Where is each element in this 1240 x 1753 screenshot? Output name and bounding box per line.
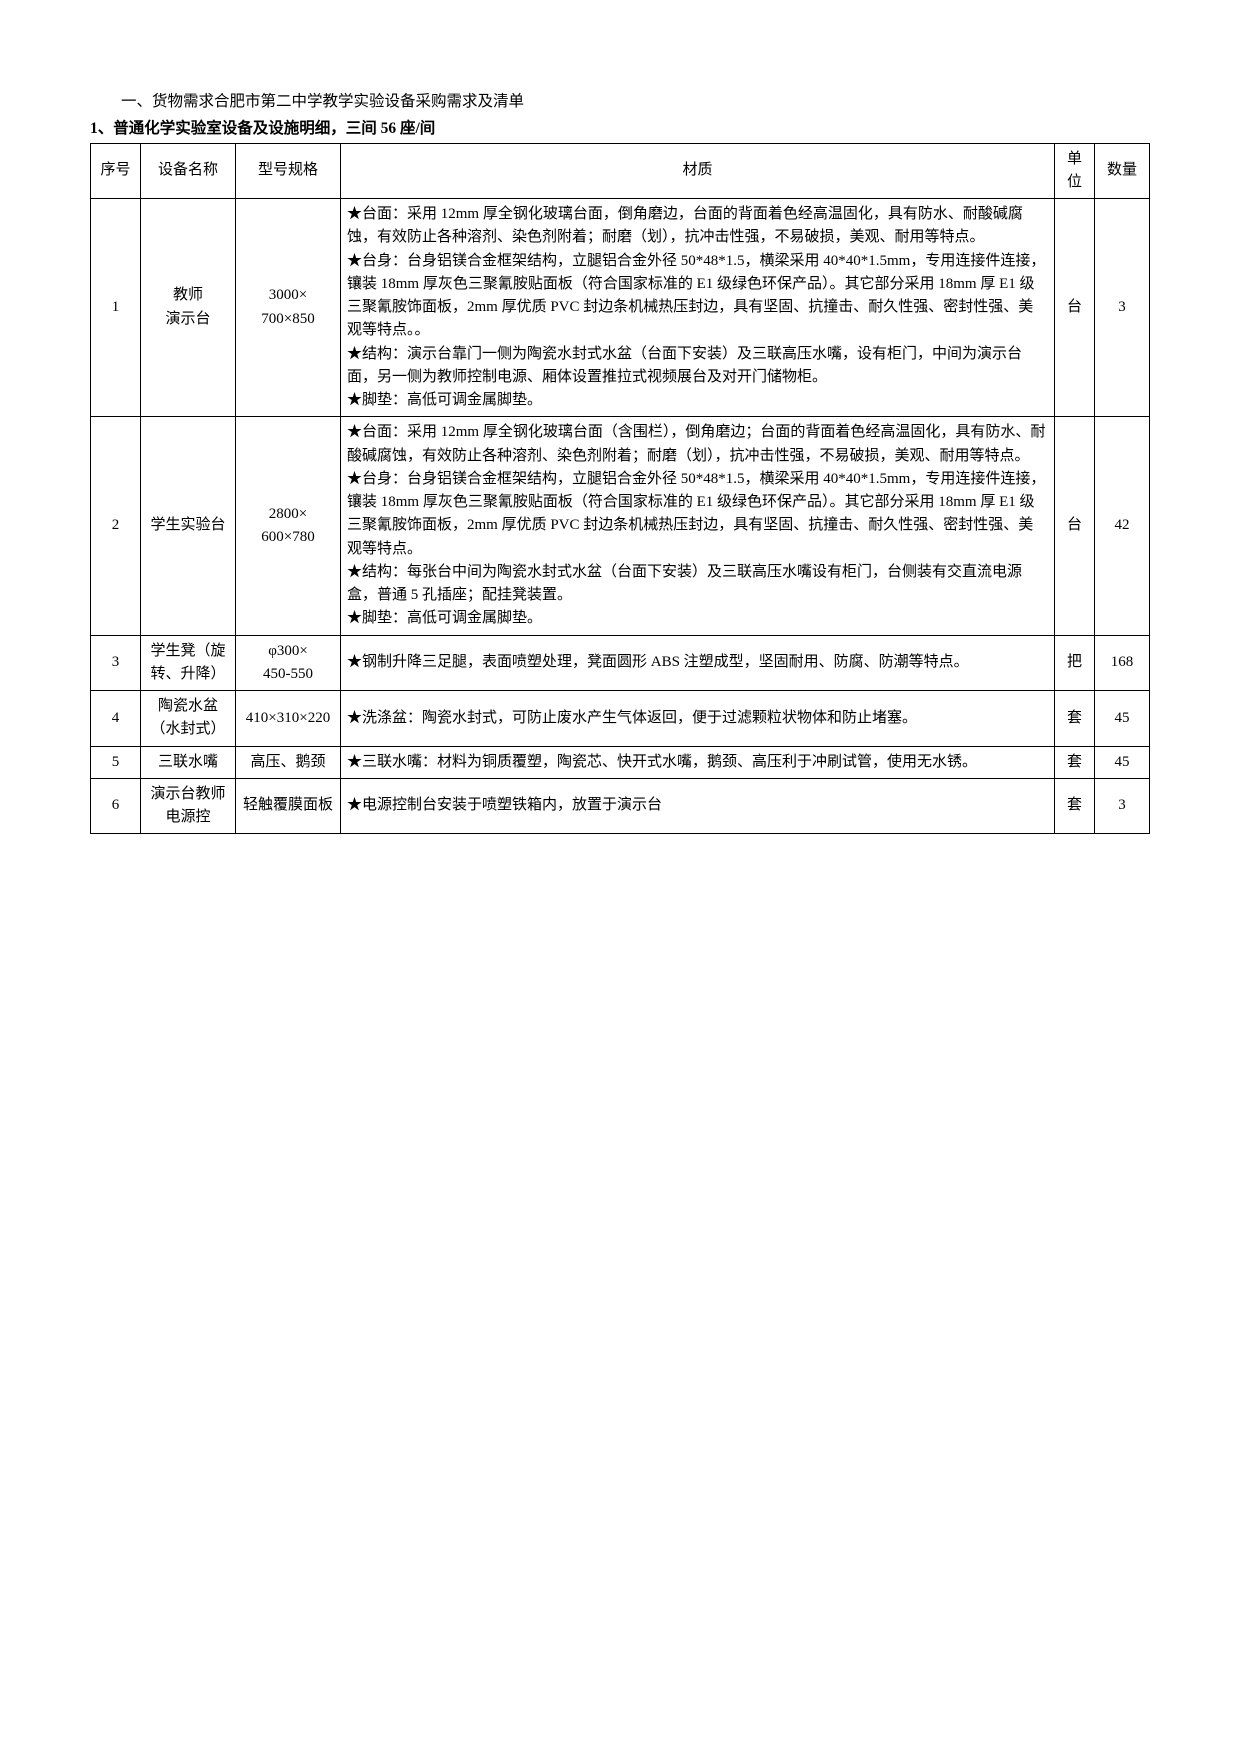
cell-qty: 45 bbox=[1095, 691, 1150, 747]
cell-material: ★三联水嘴：材料为铜质覆塑，陶瓷芯、快开式水嘴，鹅颈、高压利于冲刷试管，使用无水… bbox=[341, 746, 1055, 778]
table-row: 1教师演示台3000×700×850★台面：采用 12mm 厚全钢化玻璃台面，倒… bbox=[91, 199, 1150, 417]
cell-material: ★洗涤盆：陶瓷水封式，可防止废水产生气体返回，便于过滤颗粒状物体和防止堵塞。 bbox=[341, 691, 1055, 747]
cell-spec: 3000×700×850 bbox=[236, 199, 341, 417]
col-idx: 序号 bbox=[91, 143, 141, 199]
table-row: 4陶瓷水盆（水封式）410×310×220★洗涤盆：陶瓷水封式，可防止废水产生气… bbox=[91, 691, 1150, 747]
cell-qty: 3 bbox=[1095, 778, 1150, 834]
col-name: 设备名称 bbox=[141, 143, 236, 199]
cell-qty: 42 bbox=[1095, 417, 1150, 635]
cell-name: 三联水嘴 bbox=[141, 746, 236, 778]
cell-spec: 轻触覆膜面板 bbox=[236, 778, 341, 834]
table-row: 2学生实验台2800×600×780★台面：采用 12mm 厚全钢化玻璃台面（含… bbox=[91, 417, 1150, 635]
table-row: 5三联水嘴高压、鹅颈★三联水嘴：材料为铜质覆塑，陶瓷芯、快开式水嘴，鹅颈、高压利… bbox=[91, 746, 1150, 778]
cell-unit: 把 bbox=[1055, 635, 1095, 691]
cell-unit: 套 bbox=[1055, 746, 1095, 778]
table-header-row: 序号 设备名称 型号规格 材质 单位 数量 bbox=[91, 143, 1150, 199]
col-qty: 数量 bbox=[1095, 143, 1150, 199]
cell-qty: 45 bbox=[1095, 746, 1150, 778]
table-row: 6演示台教师电源控轻触覆膜面板★电源控制台安装于喷塑铁箱内，放置于演示台套3 bbox=[91, 778, 1150, 834]
cell-name: 陶瓷水盆（水封式） bbox=[141, 691, 236, 747]
table-row: 3学生凳（旋转、升降）φ300×450-550★钢制升降三足腿，表面喷塑处理，凳… bbox=[91, 635, 1150, 691]
cell-material: ★电源控制台安装于喷塑铁箱内，放置于演示台 bbox=[341, 778, 1055, 834]
cell-idx: 4 bbox=[91, 691, 141, 747]
cell-idx: 6 bbox=[91, 778, 141, 834]
cell-spec: 高压、鹅颈 bbox=[236, 746, 341, 778]
col-spec: 型号规格 bbox=[236, 143, 341, 199]
cell-qty: 168 bbox=[1095, 635, 1150, 691]
cell-unit: 台 bbox=[1055, 417, 1095, 635]
cell-idx: 3 bbox=[91, 635, 141, 691]
col-material: 材质 bbox=[341, 143, 1055, 199]
cell-spec: 2800×600×780 bbox=[236, 417, 341, 635]
section-heading: 一、货物需求合肥市第二中学教学实验设备采购需求及清单 bbox=[90, 90, 1150, 113]
cell-name: 学生实验台 bbox=[141, 417, 236, 635]
table-body: 1教师演示台3000×700×850★台面：采用 12mm 厚全钢化玻璃台面，倒… bbox=[91, 199, 1150, 834]
cell-idx: 1 bbox=[91, 199, 141, 417]
cell-unit: 台 bbox=[1055, 199, 1095, 417]
cell-material: ★钢制升降三足腿，表面喷塑处理，凳面圆形 ABS 注塑成型，坚固耐用、防腐、防潮… bbox=[341, 635, 1055, 691]
col-unit: 单位 bbox=[1055, 143, 1095, 199]
cell-qty: 3 bbox=[1095, 199, 1150, 417]
equipment-table: 序号 设备名称 型号规格 材质 单位 数量 1教师演示台3000×700×850… bbox=[90, 143, 1150, 835]
section-subheading: 1、普通化学实验室设备及设施明细，三间 56 座/间 bbox=[90, 117, 1150, 140]
cell-name: 学生凳（旋转、升降） bbox=[141, 635, 236, 691]
cell-name: 教师演示台 bbox=[141, 199, 236, 417]
cell-name: 演示台教师电源控 bbox=[141, 778, 236, 834]
cell-unit: 套 bbox=[1055, 778, 1095, 834]
cell-spec: φ300×450-550 bbox=[236, 635, 341, 691]
cell-idx: 5 bbox=[91, 746, 141, 778]
cell-idx: 2 bbox=[91, 417, 141, 635]
cell-material: ★台面：采用 12mm 厚全钢化玻璃台面，倒角磨边，台面的背面着色经高温固化，具… bbox=[341, 199, 1055, 417]
cell-material: ★台面：采用 12mm 厚全钢化玻璃台面（含围栏），倒角磨边；台面的背面着色经高… bbox=[341, 417, 1055, 635]
cell-spec: 410×310×220 bbox=[236, 691, 341, 747]
cell-unit: 套 bbox=[1055, 691, 1095, 747]
